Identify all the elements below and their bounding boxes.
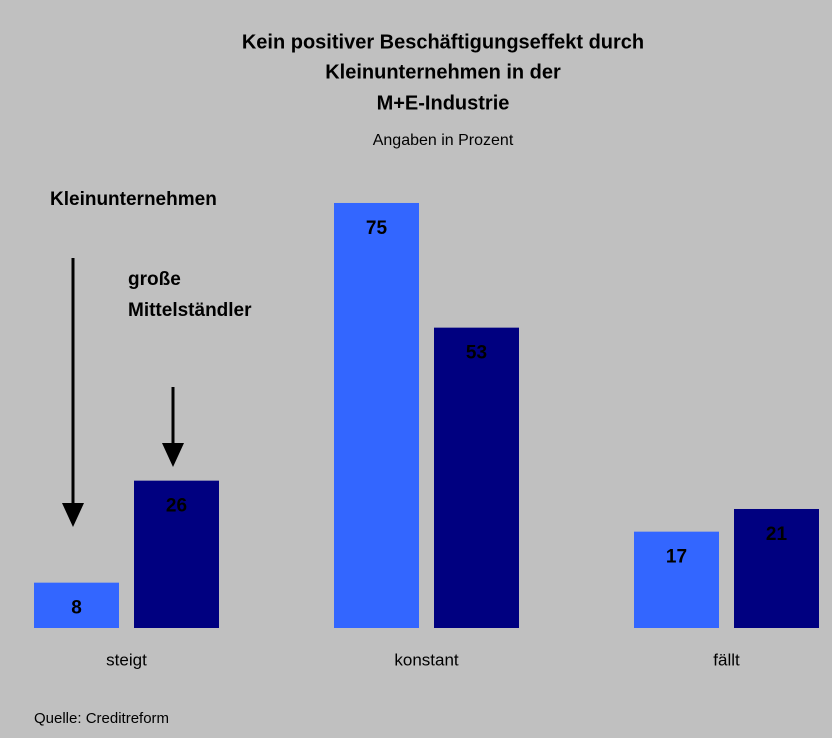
x-tick-label: konstant — [394, 650, 459, 669]
arrow-head — [162, 443, 184, 467]
value-label: 8 — [71, 598, 82, 619]
bar — [434, 327, 519, 628]
chart-title: Kein positiver Beschäftigungseffekt durc… — [242, 31, 644, 53]
chart-title: M+E-Industrie — [377, 92, 510, 114]
bar — [34, 582, 119, 628]
legend-label: Kleinunternehmen — [50, 189, 217, 210]
x-tick-label: fällt — [713, 650, 740, 669]
bar — [134, 480, 219, 628]
value-label: 17 — [666, 547, 687, 568]
value-label: 53 — [466, 343, 487, 364]
value-label: 26 — [166, 496, 187, 517]
bar — [634, 531, 719, 628]
value-label: 75 — [366, 218, 388, 239]
legend-label: große Mittelständler — [128, 269, 252, 321]
arrow-head — [62, 503, 84, 527]
chart-subtitle: Angaben in Prozent — [373, 132, 514, 149]
value-label: 21 — [766, 524, 788, 545]
bar — [334, 202, 419, 628]
bar — [734, 508, 819, 628]
x-tick-label: steigt — [106, 650, 147, 669]
chart-title: Kleinunternehmen in der — [325, 61, 561, 83]
source: Quelle: Creditreform — [34, 710, 169, 727]
